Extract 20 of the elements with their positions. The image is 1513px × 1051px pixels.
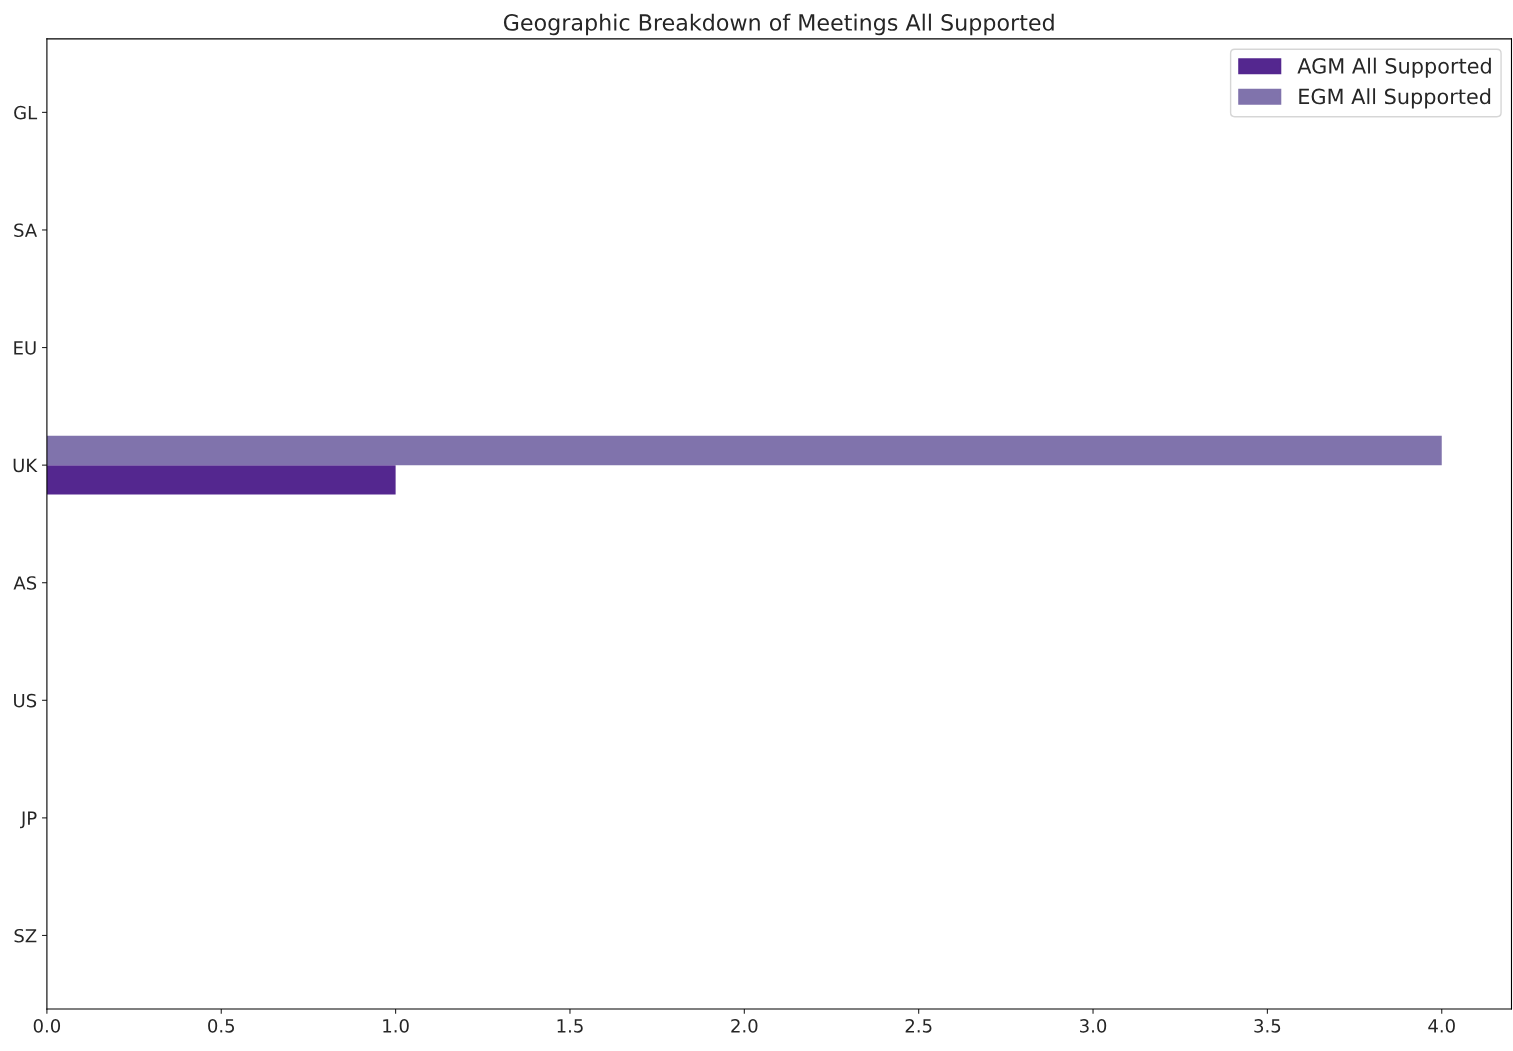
x-tick-label: 4.0	[1428, 1019, 1455, 1033]
y-tick-label: SA	[14, 223, 38, 238]
x-tick-label: 2.5	[905, 1019, 932, 1033]
x-tick-label: 2.0	[731, 1019, 758, 1033]
y-tick-label: AS	[13, 576, 37, 590]
y-tick-label: JP	[20, 811, 37, 829]
legend-label: EGM All Supported	[1299, 88, 1491, 109]
x-tick-label: 0.5	[208, 1019, 235, 1033]
y-tick-label: UK	[13, 458, 38, 473]
x-tick-label: 1.0	[383, 1019, 409, 1033]
y-tick-label: SZ	[14, 928, 37, 943]
y-tick-label: GL	[14, 105, 38, 120]
x-tick-label: 0.0	[33, 1019, 61, 1033]
x-tick-label: 1.5	[557, 1019, 583, 1033]
y-tick-label: US	[14, 693, 37, 708]
y-tick-label: EU	[14, 341, 36, 355]
chart-title: Geographic Breakdown of Meetings All Supported	[503, 13, 1054, 36]
x-tick-label: 3.5	[1254, 1019, 1281, 1033]
legend-label: AGM All Supported	[1297, 57, 1491, 78]
x-tick-label: 3.0	[1080, 1019, 1107, 1033]
